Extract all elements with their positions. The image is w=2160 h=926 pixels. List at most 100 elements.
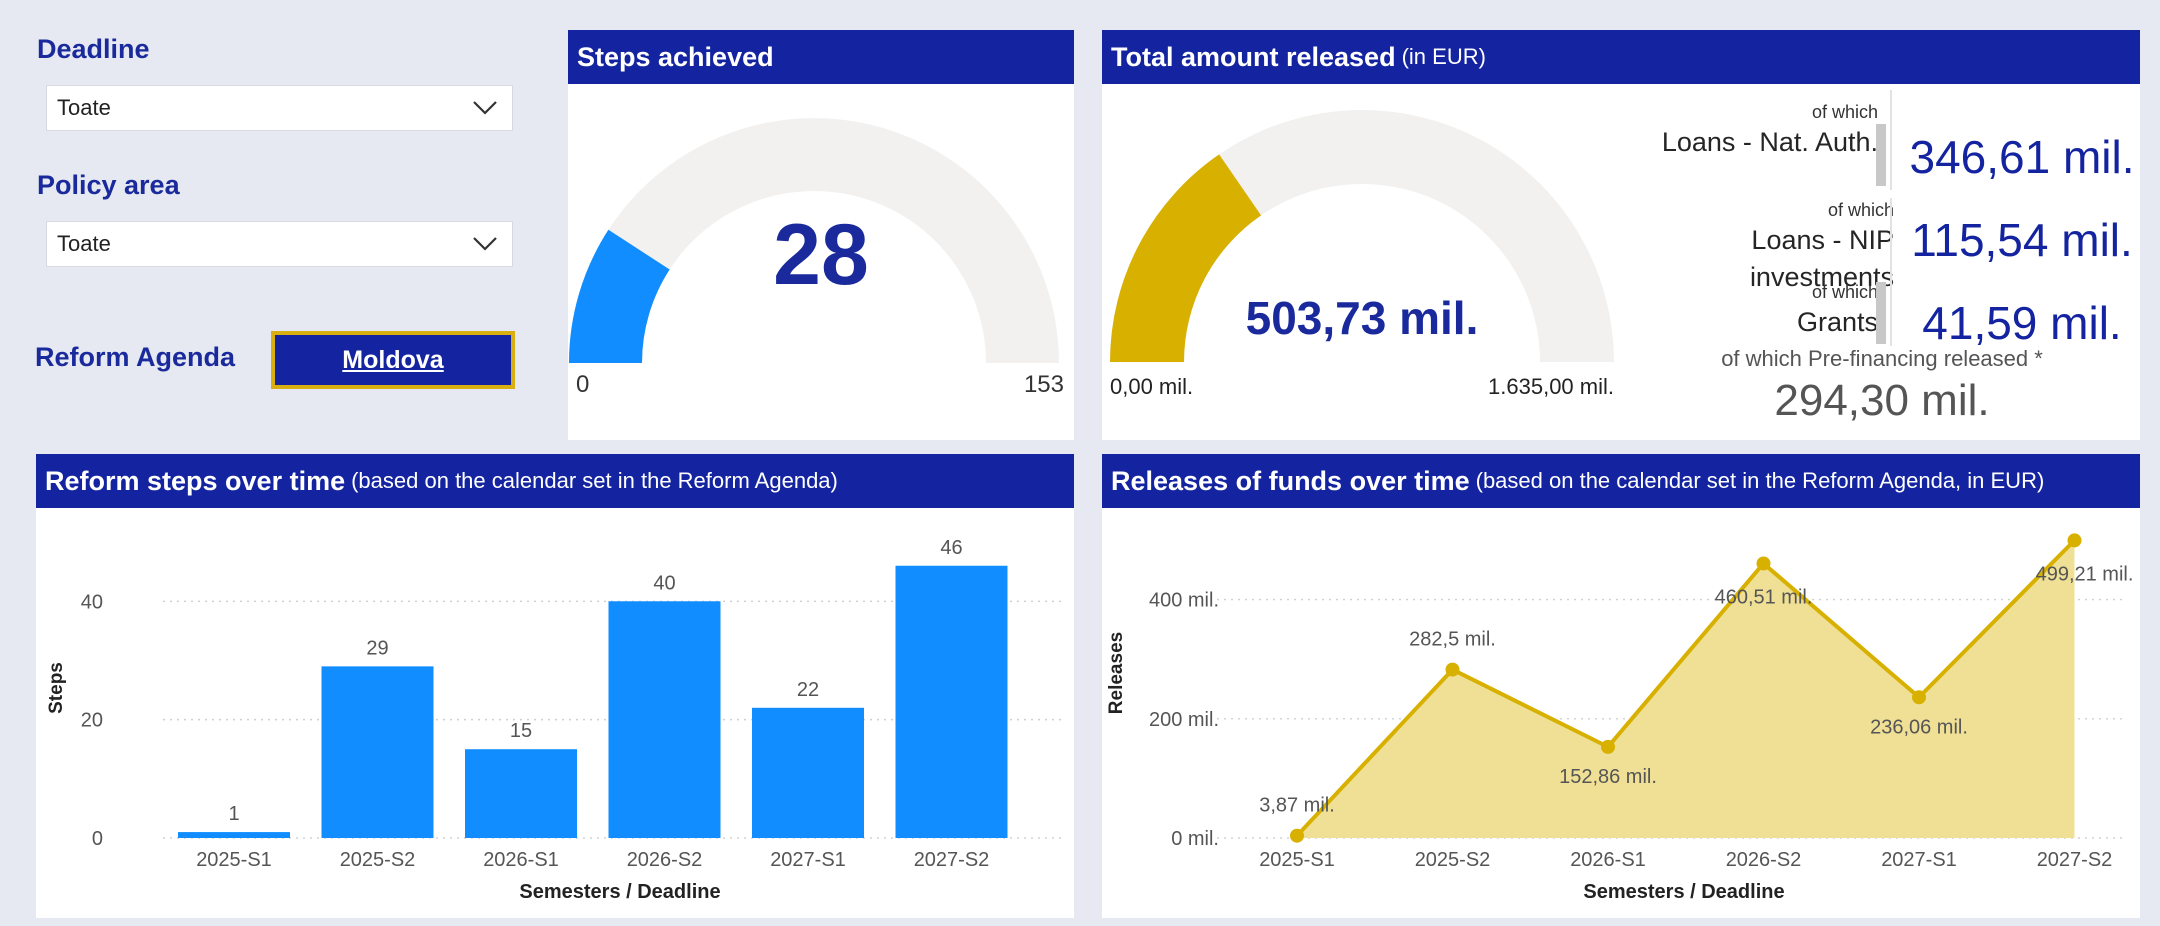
prefinancing-value: 294,30 mil. xyxy=(1774,376,1990,425)
x-tick-label: 2025-S1 xyxy=(1259,849,1335,871)
releases-chart-title: Releases of funds over time xyxy=(1111,465,1470,496)
total-amount-header: Total amount released (in EUR) xyxy=(1102,30,2140,84)
steps-gauge: 28 0 153 xyxy=(569,118,1064,398)
data-point[interactable] xyxy=(1601,739,1615,754)
breakdown-row-loans-nip: of which Loans - NIP investments 115,54 … xyxy=(1622,198,2140,298)
total-amount-card: Total amount released (in EUR) 503,73 mi… xyxy=(1102,30,2140,440)
bar[interactable] xyxy=(608,601,721,838)
moldova-button[interactable]: Moldova xyxy=(271,331,515,389)
bar[interactable] xyxy=(178,832,290,838)
point-data-label: 282,5 mil. xyxy=(1409,629,1496,651)
breakdown-value: 346,61 mil. xyxy=(1909,131,2135,183)
gauge-track xyxy=(1110,110,1614,362)
y-axis-title: Releases xyxy=(1106,632,1127,714)
breakdown-name: Loans - NIP investments xyxy=(1749,225,1894,292)
breakdown-row-loans-nat-auth: of which Loans - Nat. Auth. 346,61 mil. xyxy=(1622,90,2140,190)
breakdown-prefix: of which xyxy=(1811,282,1878,302)
prefinancing-label: of which Pre-financing released * xyxy=(1721,346,2043,371)
gauge-min-label: 0 xyxy=(576,371,589,398)
deadline-label: Deadline xyxy=(37,34,150,64)
x-tick-label: 2027-S1 xyxy=(770,849,846,871)
policy-area-dropdown[interactable]: Toate xyxy=(46,221,513,267)
gauge-value: 28 xyxy=(773,207,869,303)
gauge-track xyxy=(569,118,1059,364)
data-point[interactable] xyxy=(1756,556,1771,571)
point-data-label: 499,21 mil. xyxy=(2036,563,2134,585)
x-tick-label: 2025-S2 xyxy=(340,849,416,871)
total-amount-title: Total amount released xyxy=(1111,41,1396,72)
gauge-min-label: 0,00 mil. xyxy=(1110,374,1193,399)
reform-agenda-label: Reform Agenda xyxy=(35,342,236,372)
data-point[interactable] xyxy=(1912,690,1926,705)
policy-area-label: Policy area xyxy=(37,170,180,200)
point-data-label: 152,86 mil. xyxy=(1559,766,1657,788)
area-fill xyxy=(1297,540,2075,838)
bar-data-label: 22 xyxy=(797,679,819,701)
bar[interactable] xyxy=(895,565,1008,838)
x-tick-label: 2026-S2 xyxy=(627,849,703,871)
x-axis-title: Semesters / Deadline xyxy=(519,881,720,903)
breakdown-value: 41,59 mil. xyxy=(1922,297,2122,349)
total-amount-subtitle: (in EUR) xyxy=(1401,44,1486,69)
y-tick-label: 20 xyxy=(81,710,103,732)
breakdown-bar xyxy=(1876,124,1886,186)
breakdown-prefix: of which xyxy=(1811,102,1878,122)
bar[interactable] xyxy=(321,666,434,838)
y-axis-title: Steps xyxy=(46,662,67,714)
x-tick-label: 2027-S2 xyxy=(914,849,990,871)
gauge-value: 503,73 mil. xyxy=(1246,292,1479,344)
reform-steps-chart-title: Reform steps over time xyxy=(45,465,346,496)
bar-data-label: 1 xyxy=(228,803,239,825)
data-point[interactable] xyxy=(1290,828,1304,843)
releases-area-chart: 0 mil. 200 mil. 400 mil. 3,87 mil. 2025-S1 28… xyxy=(1106,533,2134,903)
reform-steps-chart-card: Reform steps over time (based on the cal… xyxy=(36,454,1074,918)
x-tick-label: 2027-S1 xyxy=(1881,849,1957,871)
series-line xyxy=(1295,538,2076,838)
releases-chart-header: Releases of funds over time (based on th… xyxy=(1102,454,2140,508)
data-point[interactable] xyxy=(2067,533,2082,548)
bar-data-label: 46 xyxy=(940,537,962,559)
breakdown-name: Loans - Nat. Auth. xyxy=(1661,127,1878,157)
x-tick-label: 2027-S2 xyxy=(2037,849,2113,871)
point-data-label: 460,51 mil. xyxy=(1715,586,1813,608)
y-tick-label: 400 mil. xyxy=(1149,590,1219,612)
steps-achieved-header: Steps achieved xyxy=(568,30,1074,84)
gauge-fill xyxy=(569,229,670,363)
policy-area-dropdown-value: Toate xyxy=(57,231,111,256)
gauge-fill xyxy=(1110,154,1262,362)
bar[interactable] xyxy=(465,749,577,838)
steps-achieved-card: Steps achieved 28 0 153 xyxy=(568,30,1074,440)
breakdown-separator xyxy=(1890,198,1892,298)
deadline-dropdown[interactable]: Toate xyxy=(46,85,513,131)
breakdown-bar xyxy=(1876,282,1886,344)
breakdown-separator xyxy=(1890,90,1892,190)
y-tick-label: 40 xyxy=(81,591,103,613)
releases-chart-card: Releases of funds over time (based on th… xyxy=(1102,454,2140,918)
gauge-max-label: 1.635,00 mil. xyxy=(1488,374,1614,399)
breakdown-separator xyxy=(1890,276,1892,346)
point-data-label: 236,06 mil. xyxy=(1870,716,1968,738)
x-axis-title: Semesters / Deadline xyxy=(1583,881,1784,903)
reform-steps-chart-subtitle: (based on the calendar set in the Reform… xyxy=(351,468,838,493)
breakdown-prefix: of which xyxy=(1827,200,1894,220)
deadline-dropdown-value: Toate xyxy=(57,95,111,120)
bar-data-label: 40 xyxy=(653,572,675,594)
x-tick-label: 2026-S2 xyxy=(1726,849,1802,871)
bar-data-label: 15 xyxy=(510,720,532,742)
x-tick-label: 2026-S1 xyxy=(1570,849,1646,871)
y-tick-label: 0 mil. xyxy=(1171,828,1219,850)
amount-gauge: 503,73 mil. 0,00 mil. 1.635,00 mil. xyxy=(1110,110,1614,399)
releases-chart-subtitle: (based on the calendar set in the Reform… xyxy=(1475,468,2045,493)
breakdown-name: Grants xyxy=(1796,307,1878,337)
x-tick-label: 2026-S1 xyxy=(483,849,559,871)
y-tick-label: 200 mil. xyxy=(1149,709,1219,731)
reform-steps-bar-chart: 0 20 40 1 2025-S1 29 2025-S2 15 2026-S1 40 2026-S2… xyxy=(46,537,1066,903)
bar[interactable] xyxy=(752,707,864,838)
data-point[interactable] xyxy=(1445,662,1460,677)
gauge-max-label: 153 xyxy=(1024,371,1064,398)
breakdown-value: 115,54 mil. xyxy=(1911,214,2133,266)
reform-steps-chart-header: Reform steps over time (based on the cal… xyxy=(36,454,1074,508)
breakdown-row-grants: of which Grants 41,59 mil. xyxy=(1622,276,2140,376)
x-tick-label: 2025-S2 xyxy=(1415,849,1491,871)
chevron-down-icon xyxy=(473,237,497,251)
